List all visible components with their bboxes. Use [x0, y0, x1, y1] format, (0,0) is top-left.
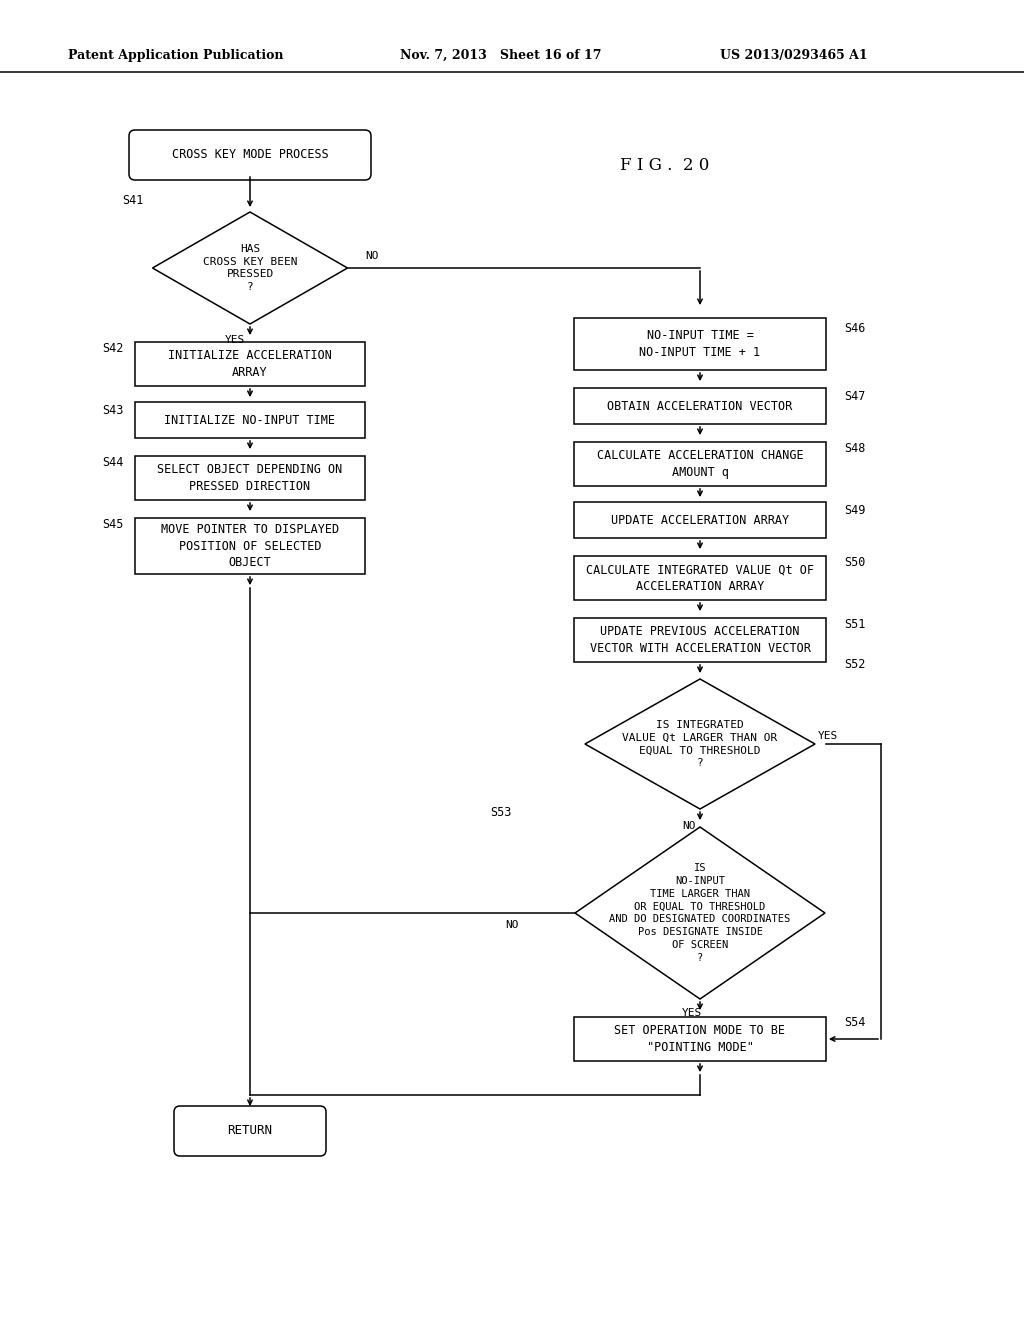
Text: S46: S46 — [844, 322, 865, 334]
FancyBboxPatch shape — [574, 318, 826, 370]
Text: HAS
CROSS KEY BEEN
PRESSED
?: HAS CROSS KEY BEEN PRESSED ? — [203, 244, 297, 292]
Polygon shape — [575, 828, 825, 999]
Text: IS
NO-INPUT
TIME LARGER THAN
OR EQUAL TO THRESHOLD
AND DO DESIGNATED COORDINATES: IS NO-INPUT TIME LARGER THAN OR EQUAL TO… — [609, 863, 791, 962]
Text: NO-INPUT TIME =
NO-INPUT TIME + 1: NO-INPUT TIME = NO-INPUT TIME + 1 — [639, 329, 761, 359]
Text: SELECT OBJECT DEPENDING ON
PRESSED DIRECTION: SELECT OBJECT DEPENDING ON PRESSED DIREC… — [158, 463, 343, 492]
FancyBboxPatch shape — [574, 388, 826, 424]
Text: NO: NO — [505, 920, 518, 931]
FancyBboxPatch shape — [574, 1016, 826, 1061]
Text: UPDATE PREVIOUS ACCELERATION
VECTOR WITH ACCELERATION VECTOR: UPDATE PREVIOUS ACCELERATION VECTOR WITH… — [590, 626, 810, 655]
Text: S48: S48 — [844, 441, 865, 454]
Text: CALCULATE INTEGRATED VALUE Qt OF
ACCELERATION ARRAY: CALCULATE INTEGRATED VALUE Qt OF ACCELER… — [586, 564, 814, 593]
Text: YES: YES — [225, 335, 245, 345]
Text: S53: S53 — [490, 807, 511, 820]
Text: SET OPERATION MODE TO BE
"POINTING MODE": SET OPERATION MODE TO BE "POINTING MODE" — [614, 1024, 785, 1053]
Text: CROSS KEY MODE PROCESS: CROSS KEY MODE PROCESS — [172, 149, 329, 161]
Text: INITIALIZE ACCELERATION
ARRAY: INITIALIZE ACCELERATION ARRAY — [168, 350, 332, 379]
FancyBboxPatch shape — [135, 403, 365, 438]
Text: S44: S44 — [102, 455, 123, 469]
Text: INITIALIZE NO-INPUT TIME: INITIALIZE NO-INPUT TIME — [165, 413, 336, 426]
FancyBboxPatch shape — [574, 556, 826, 601]
Polygon shape — [153, 213, 347, 323]
Text: S50: S50 — [844, 556, 865, 569]
Text: S51: S51 — [844, 618, 865, 631]
FancyBboxPatch shape — [135, 342, 365, 385]
Text: YES: YES — [818, 731, 839, 741]
Text: S41: S41 — [122, 194, 143, 206]
Text: S47: S47 — [844, 389, 865, 403]
Text: OBTAIN ACCELERATION VECTOR: OBTAIN ACCELERATION VECTOR — [607, 400, 793, 412]
FancyBboxPatch shape — [129, 129, 371, 180]
Text: YES: YES — [682, 1008, 702, 1018]
Text: S43: S43 — [102, 404, 123, 417]
Text: S45: S45 — [102, 517, 123, 531]
FancyBboxPatch shape — [574, 442, 826, 486]
Text: NO: NO — [365, 251, 379, 261]
Text: IS INTEGRATED
VALUE Qt LARGER THAN OR
EQUAL TO THRESHOLD
?: IS INTEGRATED VALUE Qt LARGER THAN OR EQ… — [623, 719, 777, 768]
Polygon shape — [585, 678, 815, 809]
Text: Nov. 7, 2013   Sheet 16 of 17: Nov. 7, 2013 Sheet 16 of 17 — [400, 49, 601, 62]
Text: S49: S49 — [844, 503, 865, 516]
Text: CALCULATE ACCELERATION CHANGE
AMOUNT q: CALCULATE ACCELERATION CHANGE AMOUNT q — [597, 449, 803, 479]
Text: US 2013/0293465 A1: US 2013/0293465 A1 — [720, 49, 867, 62]
FancyBboxPatch shape — [174, 1106, 326, 1156]
Text: F I G .  2 0: F I G . 2 0 — [620, 157, 710, 173]
Text: S42: S42 — [102, 342, 123, 355]
Text: Patent Application Publication: Patent Application Publication — [68, 49, 284, 62]
Text: S52: S52 — [844, 657, 865, 671]
Text: NO: NO — [682, 821, 695, 832]
FancyBboxPatch shape — [135, 455, 365, 500]
Text: S54: S54 — [844, 1016, 865, 1030]
Text: MOVE POINTER TO DISPLAYED
POSITION OF SELECTED
OBJECT: MOVE POINTER TO DISPLAYED POSITION OF SE… — [161, 523, 339, 569]
Text: UPDATE ACCELERATION ARRAY: UPDATE ACCELERATION ARRAY — [611, 513, 790, 527]
FancyBboxPatch shape — [574, 502, 826, 539]
Text: RETURN: RETURN — [227, 1125, 272, 1138]
FancyBboxPatch shape — [135, 517, 365, 574]
FancyBboxPatch shape — [574, 618, 826, 663]
